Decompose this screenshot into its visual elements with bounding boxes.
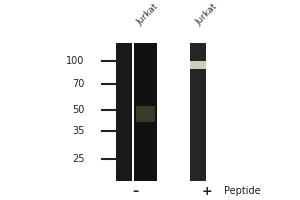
- Bar: [136, 106, 155, 122]
- Text: Jurkat: Jurkat: [135, 2, 160, 27]
- Bar: [190, 43, 206, 181]
- Text: 70: 70: [72, 79, 85, 89]
- Text: –: –: [132, 185, 138, 198]
- Bar: [190, 61, 206, 69]
- Bar: [157, 43, 190, 181]
- Bar: [134, 43, 157, 181]
- Text: Jurkat: Jurkat: [194, 2, 219, 27]
- Text: 35: 35: [72, 126, 85, 136]
- Bar: [116, 43, 132, 181]
- Bar: [132, 43, 134, 181]
- Text: Peptide: Peptide: [224, 186, 261, 196]
- Text: 100: 100: [66, 56, 85, 66]
- Text: +: +: [201, 185, 212, 198]
- Text: 50: 50: [72, 105, 85, 115]
- Text: 25: 25: [72, 154, 85, 164]
